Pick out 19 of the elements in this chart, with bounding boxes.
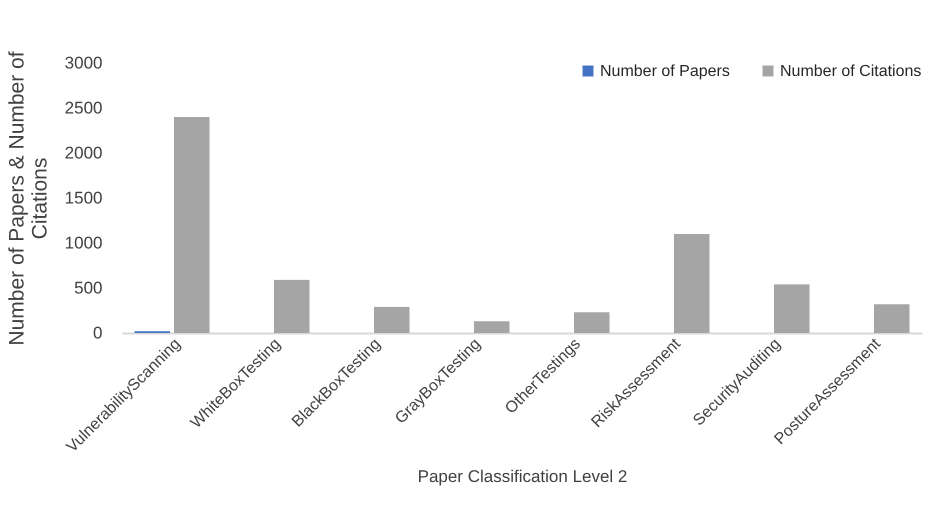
bar: [474, 321, 510, 333]
bar: [274, 280, 310, 333]
legend-label: Number of Citations: [780, 63, 922, 80]
bar: [174, 117, 210, 333]
y-tick-label: 1500: [64, 188, 102, 208]
y-tick-label: 1000: [64, 234, 102, 252]
bar: [774, 284, 810, 333]
y-tick-label: 0: [93, 324, 102, 342]
y-tick-label: 2000: [64, 144, 102, 162]
y-tick-label: 500: [74, 278, 102, 298]
bar: [574, 312, 610, 333]
y-tick-label: 2500: [64, 98, 102, 118]
y-tick-label: 3000: [64, 54, 102, 72]
legend-label: Number of Papers: [600, 63, 730, 80]
bar: [374, 306, 410, 333]
x-axis-title: Paper Classification Level 2: [418, 467, 628, 486]
y-axis-title: Number of Papers & Number of Citations: [6, 51, 52, 346]
bar: [874, 304, 910, 333]
bar: [674, 234, 710, 333]
